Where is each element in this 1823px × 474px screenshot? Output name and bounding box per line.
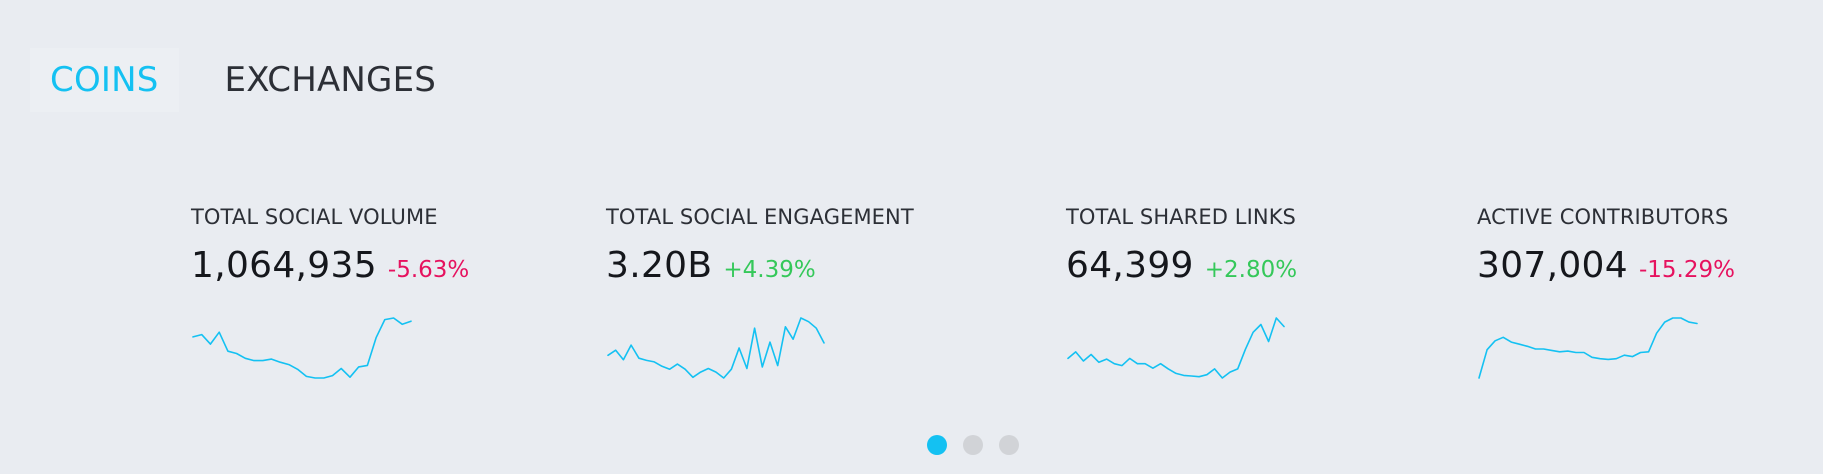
stat-card-change: +2.80% — [1204, 257, 1298, 283]
tab-exchanges[interactable]: EXCHANGES — [224, 60, 437, 100]
stat-card-value: 64,399 — [1066, 245, 1194, 286]
sparkline-line — [607, 317, 825, 379]
sparkline-chart — [1478, 317, 1698, 379]
stat-card-value: 3.20B — [606, 245, 713, 286]
carousel-pagination — [927, 435, 1035, 455]
sparkline-line — [1478, 317, 1698, 379]
carousel-dot-2[interactable] — [963, 435, 983, 455]
stat-card-label: TOTAL SHARED LINKS — [1066, 205, 1296, 229]
stat-card-total-social-engagement: TOTAL SOCIAL ENGAGEMENT 3.20B +4.39% — [606, 205, 914, 379]
sparkline-line — [192, 317, 412, 379]
stat-card-change: -15.29% — [1638, 257, 1735, 283]
stat-card-total-shared-links: TOTAL SHARED LINKS 64,399 +2.80% — [1066, 205, 1298, 379]
sparkline-chart — [192, 317, 412, 379]
carousel-dot-3[interactable] — [999, 435, 1019, 455]
stat-card-change: -5.63% — [387, 257, 470, 283]
sparkline-chart — [607, 317, 825, 379]
stat-card-change: +4.39% — [723, 257, 816, 283]
stat-card-label: TOTAL SOCIAL ENGAGEMENT — [606, 205, 914, 229]
stat-card-value: 1,064,935 — [191, 245, 377, 286]
sparkline-chart — [1067, 317, 1285, 379]
tab-coins[interactable]: COINS — [30, 48, 179, 112]
stat-card-label: TOTAL SOCIAL VOLUME — [191, 205, 438, 229]
carousel-dot-1[interactable] — [927, 435, 947, 455]
stat-card-active-contributors: ACTIVE CONTRIBUTORS 307,004 -15.29% — [1477, 205, 1735, 379]
stat-card-total-social-volume: TOTAL SOCIAL VOLUME 1,064,935 -5.63% — [191, 205, 470, 379]
sparkline-line — [1067, 317, 1285, 379]
stat-card-value: 307,004 — [1477, 245, 1628, 286]
tab-bar: COINS EXCHANGES — [30, 48, 456, 112]
stat-card-label: ACTIVE CONTRIBUTORS — [1477, 205, 1729, 229]
